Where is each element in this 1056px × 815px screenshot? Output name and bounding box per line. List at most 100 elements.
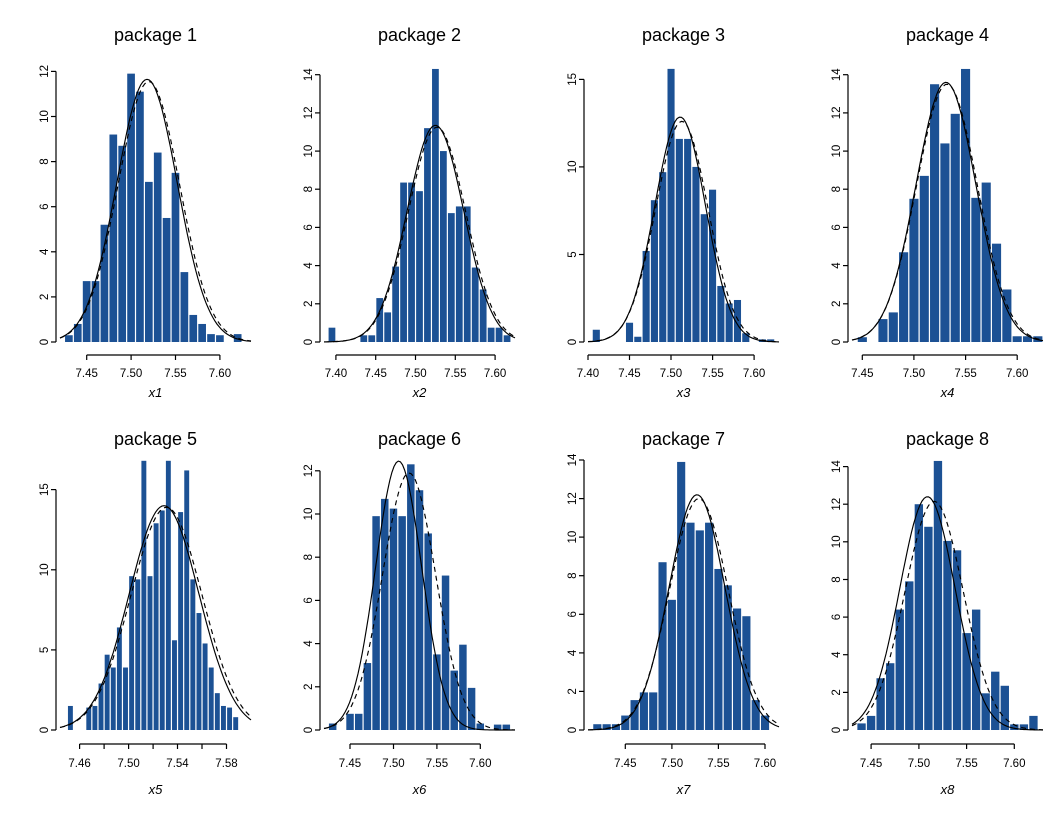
normal-curve-dashed <box>323 472 515 731</box>
y-tick-label: 8 <box>831 576 843 582</box>
density-curve-solid <box>851 81 1044 342</box>
histogram-bar <box>433 654 441 730</box>
y-tick-label: 12 <box>303 464 315 477</box>
histogram-bar <box>400 182 407 342</box>
x-tick-label: 7.50 <box>908 758 930 770</box>
density-curve-solid <box>587 116 780 343</box>
panel-title: package 4 <box>906 25 989 45</box>
y-tick-label: 10 <box>831 535 843 548</box>
density-curve-solid <box>59 505 252 728</box>
histogram-bar <box>876 678 885 730</box>
histogram-bar <box>135 579 141 730</box>
histogram-bar <box>760 715 770 730</box>
x-tick-label: 7.45 <box>614 758 636 770</box>
histogram-bar <box>109 134 118 342</box>
histogram-bar <box>172 640 177 730</box>
histogram-bar <box>667 68 675 342</box>
histogram-bar <box>363 663 372 730</box>
y-tick-label: 6 <box>303 224 315 230</box>
panel-plot-svg: package 2 0 2 4 6 8 10 12 14 7.40 7.45 7.50 7.55 7.60… <box>303 25 516 400</box>
x-tick-label: 7.60 <box>469 758 491 770</box>
panel-title: package 3 <box>642 25 725 45</box>
y-tick-label: 0 <box>831 339 843 345</box>
histogram-bar <box>991 243 1002 342</box>
panel-plot-svg: package 5 0 5 10 15 7.46 7.50 7.54 7.58 x5 <box>39 429 252 797</box>
y-tick-label: 8 <box>567 572 579 578</box>
x-tick-label: 7.40 <box>325 368 347 380</box>
histogram-bar <box>198 323 206 342</box>
histogram-bar <box>667 599 676 730</box>
histogram-bar <box>65 335 73 342</box>
histogram-bar <box>493 724 502 730</box>
histogram-bar <box>857 337 867 342</box>
x-tick-label: 7.45 <box>365 368 387 380</box>
histogram-bar <box>424 128 431 342</box>
y-tick-label: 10 <box>303 508 315 521</box>
histogram-bar <box>700 214 708 342</box>
density-curve-solid <box>323 460 515 731</box>
histogram-bar <box>733 608 742 730</box>
y-tick-label: 14 <box>303 68 315 81</box>
histogram-bar <box>180 272 189 342</box>
histogram-bar <box>962 633 971 730</box>
x-tick-label: 7.50 <box>903 368 925 380</box>
panel-package-1: package 1 0 2 4 6 8 10 12 7.45 7.50 7.55 7.60 x1 <box>0 0 264 408</box>
histogram-bar <box>684 138 692 342</box>
x-tick-label: 7.45 <box>76 368 98 380</box>
histogram-bar <box>233 717 239 730</box>
histogram-bar <box>67 705 73 730</box>
histogram-bar <box>392 266 400 342</box>
histogram-bar <box>153 523 159 730</box>
histogram-bar <box>459 644 467 730</box>
histogram-bar <box>346 713 354 730</box>
y-tick-label: 0 <box>831 727 843 733</box>
x-tick-label: 7.60 <box>209 368 231 380</box>
histogram-bar <box>127 73 135 342</box>
histogram-bar <box>971 609 981 730</box>
x-tick-label: 7.50 <box>120 368 142 380</box>
histogram-bar <box>952 550 962 730</box>
y-tick-label: 12 <box>303 107 315 120</box>
histogram-bar <box>360 335 368 342</box>
histogram-bar <box>692 166 700 342</box>
histogram-bar <box>165 460 171 730</box>
histogram-bar <box>686 522 695 730</box>
x-tick-label: 7.60 <box>1006 368 1028 380</box>
histogram-bar <box>384 312 392 342</box>
histogram-bar <box>233 334 242 342</box>
histogram-bar <box>602 724 611 730</box>
panel-package-8: package 8 0 2 4 6 8 10 12 14 7.45 7.50 7.55 7.60 x8 <box>792 408 1056 815</box>
histogram-bar <box>621 715 630 730</box>
histogram-bar <box>1019 724 1029 730</box>
y-tick-label: 12 <box>567 492 579 505</box>
x-tick-label: 7.50 <box>117 758 139 770</box>
histogram-bar <box>123 667 128 730</box>
y-tick-label: 8 <box>303 186 315 192</box>
histogram-bar <box>611 724 621 730</box>
histogram-bar <box>1010 724 1019 730</box>
histogram-bar <box>389 508 398 730</box>
x-tick-label: 7.55 <box>444 368 466 380</box>
histogram-bar <box>159 510 165 730</box>
panel-title: package 1 <box>114 25 197 45</box>
histogram-bar <box>415 490 424 730</box>
histogram-bar <box>705 522 714 730</box>
y-tick-label: 0 <box>39 339 51 345</box>
histogram-bar <box>658 562 667 730</box>
y-tick-label: 4 <box>831 651 843 658</box>
y-tick-label: 2 <box>303 684 315 690</box>
panel-title: package 7 <box>642 429 725 449</box>
histogram-bar <box>961 68 971 342</box>
panel-plot-svg: package 1 0 2 4 6 8 10 12 7.45 7.50 7.55 7.60 x1 <box>39 25 252 400</box>
y-tick-label: 4 <box>303 640 315 647</box>
y-tick-label: 14 <box>567 453 579 466</box>
x-tick-label: 7.45 <box>851 368 873 380</box>
y-tick-label: 2 <box>831 301 843 307</box>
histogram-bar <box>857 723 866 730</box>
x-tick-label: 7.60 <box>484 368 506 380</box>
histogram-bar <box>639 692 648 730</box>
histogram-bar <box>208 667 214 730</box>
histogram-bar <box>751 700 760 730</box>
y-tick-label: 10 <box>39 563 51 576</box>
panel-title: package 2 <box>378 25 461 45</box>
